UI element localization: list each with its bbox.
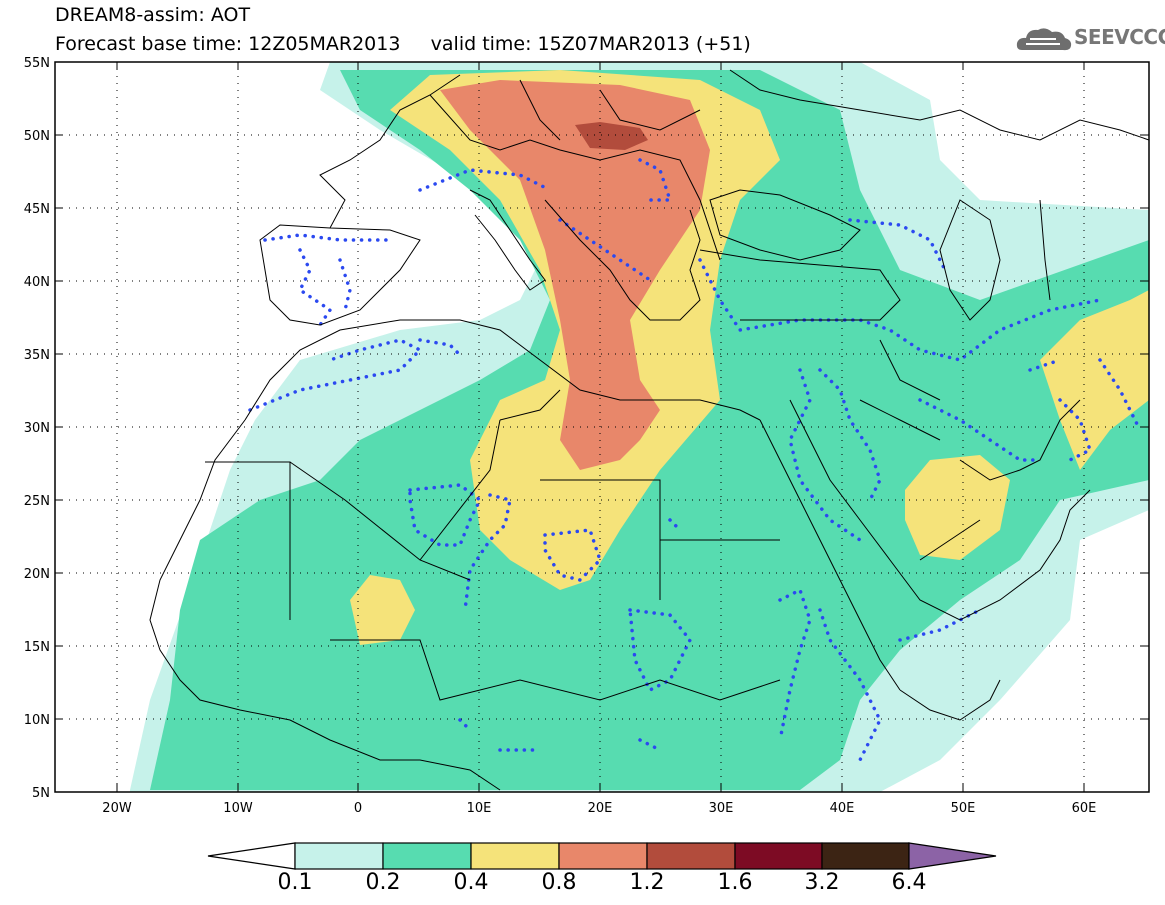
lon-label: 30E [709, 801, 734, 816]
lat-label: 10N [24, 713, 50, 728]
colorbar-label: 0.4 [453, 870, 489, 895]
colorbar-label: 3.2 [804, 870, 840, 895]
latitude-labels: 55N 50N 45N 40N 35N 30N 25N 20N 15N 10N … [24, 56, 50, 801]
colorbar-swatch [294, 842, 384, 870]
lat-label: 45N [24, 202, 50, 217]
colorbar-swatch [558, 842, 648, 870]
coastlines-and-borders [149, 69, 1149, 791]
lat-label: 40N [24, 275, 50, 290]
aot-band-0.8 [440, 80, 710, 470]
lat-label: 55N [24, 56, 50, 71]
seevccc-logo: SEEVCCC [1016, 20, 1165, 60]
lat-label: 25N [24, 494, 50, 509]
tick-marks [55, 62, 1149, 792]
logo-text: SEEVCCC [1074, 25, 1165, 49]
lon-label: 50E [951, 801, 976, 816]
colorbar-swatch [821, 842, 910, 870]
colorbar-arrow-high [908, 842, 997, 870]
grid-lines [55, 62, 1149, 792]
lon-label: 20W [102, 801, 132, 816]
colorbar-label: 0.2 [365, 870, 401, 895]
colorbar-swatch [646, 842, 736, 870]
colorbar-label: 6.4 [891, 870, 927, 895]
aot-band-0.4-sahel [350, 575, 415, 645]
colorbar [207, 842, 997, 870]
lon-label: 60E [1072, 801, 1097, 816]
cloud-icon [1016, 28, 1072, 51]
aot-field [130, 62, 1149, 792]
lon-label: 10E [467, 801, 492, 816]
lon-label: 10W [223, 801, 253, 816]
colorbar-label: 0.1 [277, 870, 313, 895]
colorbar-swatch [734, 842, 823, 870]
colorbar-label: 1.6 [717, 870, 753, 895]
colorbar-swatch [382, 842, 472, 870]
aot-band-0.4-gulf [1040, 290, 1149, 470]
lat-label: 15N [24, 640, 50, 655]
lat-label: 30N [24, 421, 50, 436]
colorbar-arrow-low [207, 842, 296, 870]
colorbar-swatch [470, 842, 560, 870]
map-title: DREAM8-assim: AOT [55, 4, 251, 26]
lat-label: 5N [32, 786, 50, 801]
colorbar-label: 1.2 [629, 870, 665, 895]
lon-label: 0 [354, 801, 362, 816]
aot-band-1.2 [575, 122, 648, 150]
dotted-contours [248, 158, 1142, 762]
aot-band-0.4-arabia [905, 455, 1010, 560]
lat-label: 50N [24, 129, 50, 144]
forecast-time-info: Forecast base time: 12Z05MAR2013 valid t… [55, 33, 751, 55]
colorbar-label: 0.8 [541, 870, 577, 895]
lat-label: 35N [24, 348, 50, 363]
lon-label: 20E [588, 801, 613, 816]
longitude-labels: 20W 10W 0 10E 20E 30E 40E 50E 60E [102, 801, 1096, 816]
lon-label: 40E [830, 801, 855, 816]
lat-label: 20N [24, 567, 50, 582]
